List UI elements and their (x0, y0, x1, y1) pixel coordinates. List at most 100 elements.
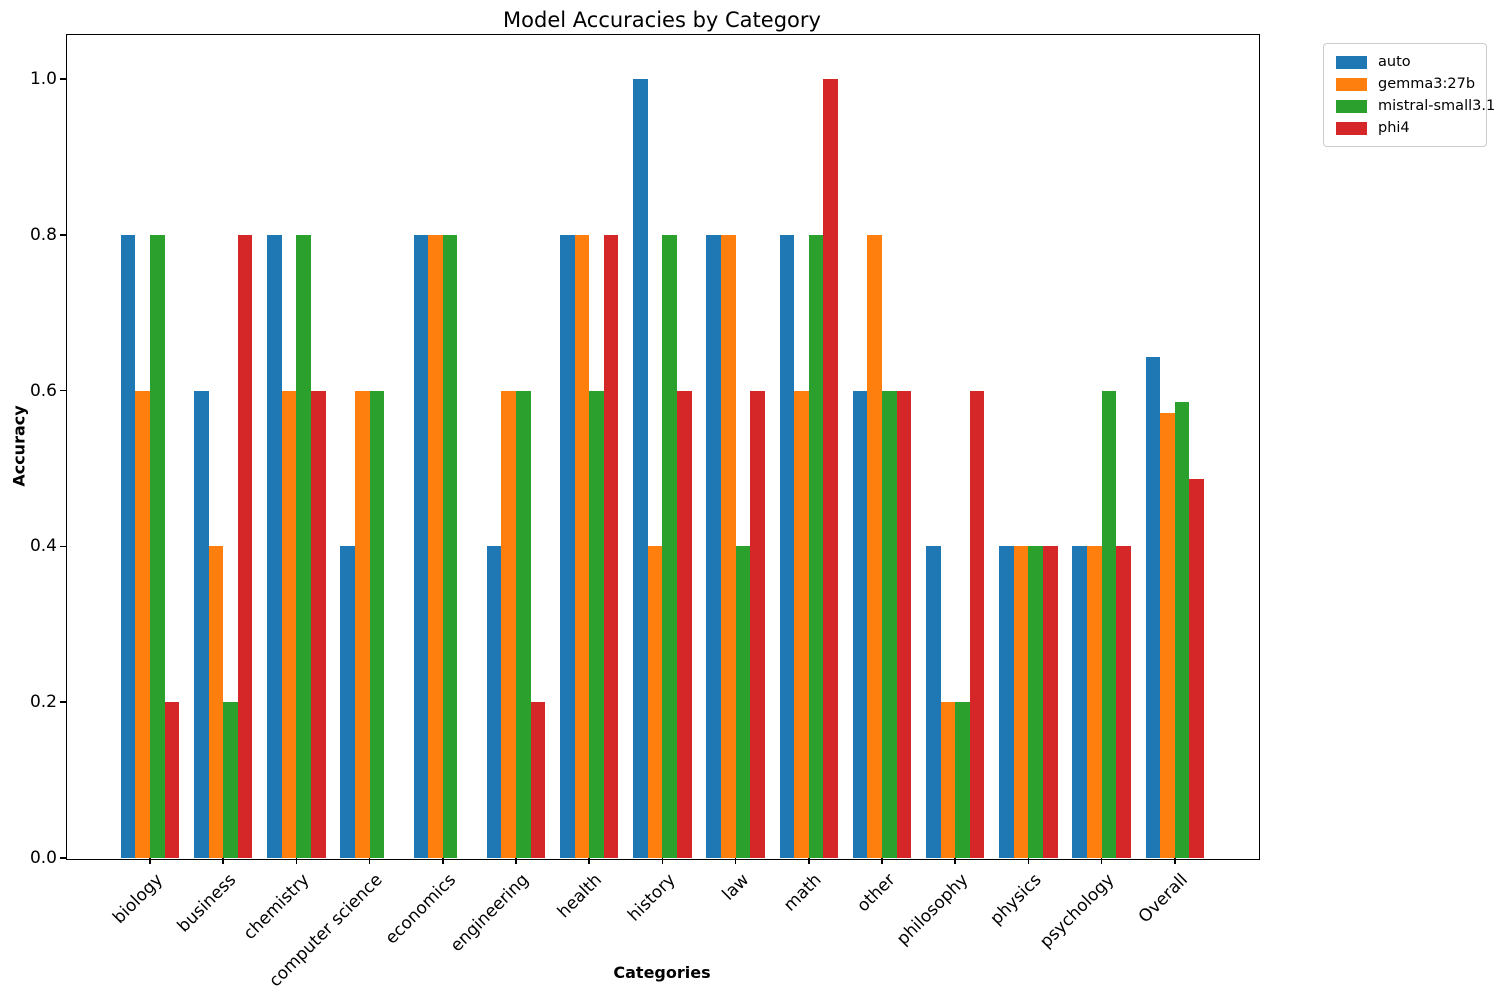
bar-mistral-small3.1-engineering (516, 390, 531, 858)
bar-mistral-small3.1-economics (442, 234, 458, 858)
x-tick-label-business: business (173, 870, 241, 937)
bar-phi4-chemistry (311, 390, 326, 858)
bar-mistral-small3.1-chemistry (296, 234, 311, 858)
bar-gemma3:27b-other (867, 234, 882, 858)
bar-mistral-small3.1-other (882, 390, 897, 858)
x-tick-label-engineering: engineering (447, 870, 534, 957)
legend-label: auto (1378, 54, 1411, 70)
bar-auto-engineering (486, 546, 502, 858)
bar-auto-chemistry (267, 234, 282, 858)
bar-auto-math (779, 234, 795, 858)
bar-auto-philosophy (926, 546, 941, 858)
legend-item-phi4: phi4 (1324, 117, 1486, 139)
bar-auto-physics (999, 546, 1014, 858)
y-tick (60, 389, 66, 392)
x-tick (808, 858, 810, 864)
bar-auto-law (706, 234, 721, 858)
bar-mistral-small3.1-law (735, 546, 751, 858)
bar-phi4-engineering (530, 702, 546, 858)
bar-phi4-physics (1043, 546, 1058, 858)
bar-mistral-small3.1-physics (1028, 546, 1043, 858)
legend-item-mistral-small3.1: mistral-small3.1 (1324, 95, 1495, 117)
x-tick (661, 858, 664, 864)
bar-phi4-health (603, 234, 619, 858)
bar-mistral-small3.1-biology (150, 234, 165, 858)
legend-swatch-icon (1336, 99, 1367, 113)
bar-mistral-small3.1-computer-science (369, 390, 385, 858)
bar-mistral-small3.1-Overall (1174, 401, 1190, 858)
x-axis-label: Categories (613, 963, 711, 982)
y-tick-label: 0.0 (29, 848, 57, 868)
bar-auto-business (194, 390, 209, 858)
bar-gemma3:27b-history (647, 546, 663, 858)
y-tick (60, 857, 66, 859)
bar-mistral-small3.1-business (223, 702, 238, 858)
y-tick (60, 545, 66, 548)
bar-auto-other (852, 390, 868, 858)
x-tick (734, 858, 737, 864)
bar-mistral-small3.1-philosophy (955, 702, 970, 858)
y-tick (60, 78, 66, 80)
x-tick (515, 858, 517, 864)
bar-phi4-math (823, 79, 838, 858)
bar-gemma3:27b-economics (428, 234, 443, 858)
y-tick (60, 701, 66, 703)
x-tick (588, 858, 590, 864)
bar-auto-history (633, 79, 648, 858)
x-tick (149, 858, 151, 864)
x-tick (442, 858, 444, 864)
x-tick-label-physics: physics (986, 870, 1046, 929)
bar-auto-biology (120, 234, 136, 858)
x-tick-label-economics: economics (381, 870, 460, 949)
legend-swatch-icon (1336, 121, 1367, 135)
bar-gemma3:27b-health (574, 234, 590, 858)
x-tick-label-math: math (780, 870, 826, 916)
bar-gemma3:27b-engineering (501, 390, 516, 858)
bar-auto-Overall (1145, 357, 1161, 858)
bar-auto-economics (413, 234, 429, 858)
y-tick-label: 0.2 (29, 692, 57, 713)
bar-phi4-business (237, 234, 253, 858)
bar-phi4-biology (164, 702, 180, 858)
x-tick-label-law: law (718, 870, 753, 905)
y-tick-label: 0.8 (29, 224, 57, 245)
x-tick-label-other: other (852, 870, 900, 917)
x-tick (954, 858, 956, 864)
x-tick (1174, 858, 1176, 864)
x-tick-label-philosophy: philosophy (892, 870, 973, 950)
bar-phi4-psychology (1116, 546, 1131, 858)
x-tick-label-Overall: Overall (1134, 870, 1192, 928)
x-tick-label-health: health (554, 870, 607, 923)
x-tick-label-psychology: psychology (1036, 870, 1119, 953)
legend-label: mistral-small3.1 (1378, 98, 1496, 114)
bar-gemma3:27b-math (794, 390, 809, 858)
y-tick-label: 1.0 (29, 69, 57, 89)
legend-item-gemma3:27b: gemma3:27b (1324, 73, 1486, 95)
bar-gemma3:27b-physics (1013, 546, 1029, 858)
legend: auto gemma3:27b mistral-small3.1 phi4 (1323, 43, 1495, 147)
bar-auto-health (560, 234, 575, 858)
bar-mistral-small3.1-history (662, 234, 677, 858)
bar-auto-computer-science (340, 546, 355, 858)
bar-gemma3:27b-business (208, 546, 224, 858)
x-tick (222, 858, 224, 864)
bar-gemma3:27b-philosophy (940, 702, 956, 858)
legend-label: gemma3:27b (1378, 76, 1476, 92)
bar-phi4-history (677, 390, 692, 858)
bar-phi4-law (750, 390, 765, 858)
bar-gemma3:27b-psychology (1087, 546, 1102, 858)
bar-gemma3:27b-chemistry (281, 390, 297, 858)
bar-mistral-small3.1-health (589, 390, 604, 858)
bar-gemma3:27b-computer-science (355, 390, 370, 858)
legend-swatch-icon (1336, 55, 1367, 69)
y-axis-label: Accuracy (9, 405, 29, 487)
bar-mistral-small3.1-psychology (1101, 390, 1117, 858)
y-tick-label: 0.6 (29, 380, 57, 401)
bar-auto-psychology (1072, 546, 1087, 858)
bar-gemma3:27b-Overall (1160, 413, 1175, 858)
bar-gemma3:27b-law (721, 234, 736, 858)
x-tick (1027, 858, 1030, 864)
bar-gemma3:27b-biology (135, 390, 150, 858)
legend-label: phi4 (1378, 120, 1410, 136)
chart-title: Model Accuracies by Category (503, 8, 821, 32)
